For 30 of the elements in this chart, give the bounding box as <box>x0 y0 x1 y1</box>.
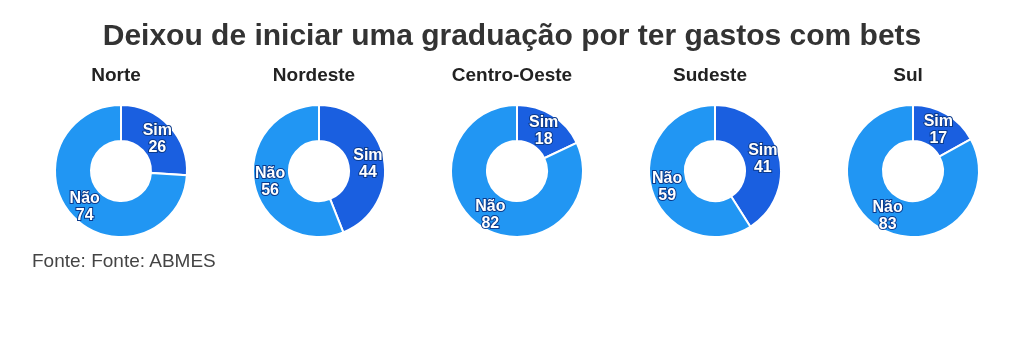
slice-label: Sim <box>353 145 383 163</box>
data-label: 44 <box>359 162 377 180</box>
slice-label: Sim <box>529 112 559 130</box>
chart-title: Centro-Oeste <box>451 64 573 87</box>
slice-label: Não <box>69 189 101 207</box>
slice-label: Sim <box>923 112 954 130</box>
data-label: 18 <box>534 129 553 147</box>
slice-label: Não <box>254 164 286 182</box>
slice-label: Não <box>475 197 506 215</box>
text: Deixou de iniciar uma graduação por ter gastos com bets <box>101 17 923 53</box>
slice-label: Não <box>872 197 903 215</box>
data-label: 83 <box>878 214 897 232</box>
chart-title: Sudeste <box>673 64 747 87</box>
data-label: 26 <box>148 137 167 155</box>
chart-title: Sul <box>893 64 923 87</box>
data-label: 74 <box>75 206 94 224</box>
donut-slice <box>450 104 584 238</box>
chart-title: Norte <box>91 64 141 87</box>
data-label: 59 <box>658 185 677 203</box>
slice-label: Não <box>652 168 683 186</box>
slice-label: Sim <box>142 120 172 138</box>
source-note: Fonte: Fonte: ABMES <box>31 249 217 272</box>
data-label: 17 <box>929 129 948 147</box>
donut-slice <box>54 104 188 238</box>
donut-slice <box>846 104 980 238</box>
data-label: 56 <box>261 181 280 199</box>
chart-title: Nordeste <box>272 64 356 87</box>
slice-label: Sim <box>748 141 778 159</box>
data-label: 41 <box>753 158 772 176</box>
data-label: 82 <box>481 214 500 232</box>
